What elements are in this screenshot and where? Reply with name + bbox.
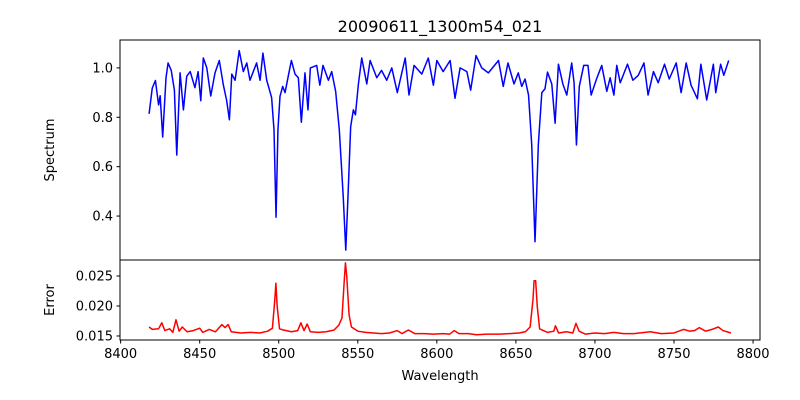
error-x-tick-label: 8500 (262, 347, 295, 362)
spectrum-y-tick-label: 0.4 (92, 210, 113, 225)
error-x-tick-label: 8750 (657, 347, 690, 362)
spectrum-y-tick-label: 0.6 (92, 160, 113, 175)
error-y-tick-label: 0.015 (76, 329, 113, 344)
chart-title: 20090611_1300m54_021 (338, 17, 543, 37)
error-y-tick-label: 0.025 (76, 270, 113, 285)
spectrum-y-label: Spectrum (43, 119, 58, 182)
spectrum-axes-frame (119, 39, 761, 261)
spectrum-panel: 0.4 0.6 0.8 1.0 (92, 39, 761, 261)
error-x-tick-label: 8400 (104, 347, 137, 362)
error-panel: 0.015 0.020 0.025 8400 8450 8500 8550 8600 8650 8… (76, 259, 770, 362)
error-y-label: Error (43, 284, 58, 316)
x-axis-label: Wavelength (401, 369, 478, 384)
error-x-tick-label: 8700 (578, 347, 611, 362)
spectrum-y-tick-label: 1.0 (92, 61, 113, 76)
error-x-tick-label: 8450 (183, 347, 216, 362)
error-axes-frame (119, 259, 761, 341)
spectrum-series-line (148, 49, 730, 251)
error-x-tick-label: 8550 (341, 347, 374, 362)
error-y-tick-label: 0.020 (76, 299, 113, 314)
error-series-line (148, 262, 732, 336)
spectrum-y-tick-label: 0.8 (92, 111, 113, 126)
error-x-tick-label: 8600 (420, 347, 453, 362)
error-x-tick-label: 8650 (499, 347, 532, 362)
error-x-tick-label: 8800 (736, 347, 769, 362)
